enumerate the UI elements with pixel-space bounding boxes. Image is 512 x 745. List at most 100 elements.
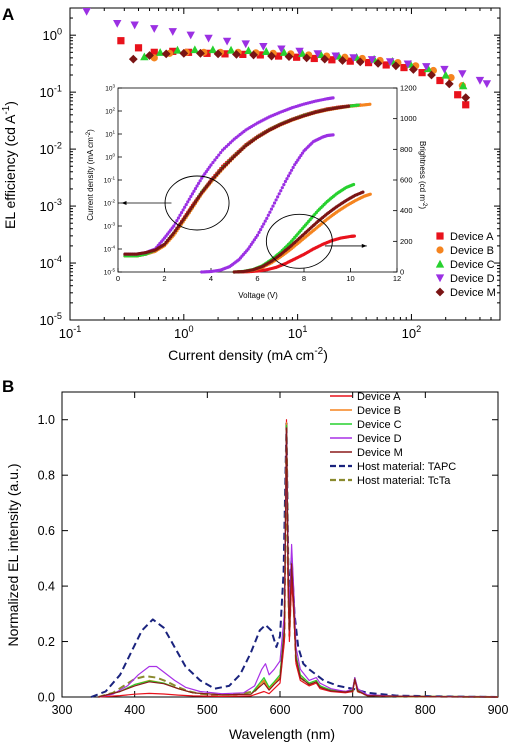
inset-current-density-point-device-d [176, 216, 181, 220]
data-point-device-m [267, 51, 276, 61]
inset-brightness-point-device-d [269, 207, 274, 211]
inset-current-density-point-device-d [178, 213, 182, 217]
legend-label-device-b: Device B [357, 405, 401, 417]
data-point-device-m [161, 49, 171, 59]
panel-a-plot-area [69, 7, 501, 321]
data-point-device-m [232, 49, 241, 59]
series-device-c-markers [140, 45, 468, 90]
data-point-device-m [302, 53, 312, 63]
inset-brightness-point-device-d [277, 192, 281, 196]
inset-current-density-point-device-m [217, 170, 221, 175]
data-point-device-c [173, 45, 182, 54]
panel-b-y-tick-label: 0.0 [38, 691, 55, 705]
inset-current-density-point-device-m [195, 198, 199, 202]
data-point-device-d [186, 31, 195, 40]
inset-x-tick-label: 8 [302, 274, 306, 283]
panel-b-plot-area [61, 391, 499, 698]
inset-arrowhead-left [121, 201, 127, 205]
inset-current-density-point-device-d [211, 160, 215, 165]
data-point-device-m [128, 54, 138, 64]
data-point-device-a [462, 101, 470, 109]
data-point-device-d [458, 70, 467, 78]
legend-marker-device-c [435, 259, 445, 268]
panel-b-frame [61, 391, 499, 698]
data-point-device-c [226, 45, 236, 54]
panel-b-x-tick-label: 700 [342, 703, 363, 717]
legend-label-device-m: Device M [357, 447, 403, 459]
data-point-device-d [204, 34, 213, 43]
inset-brightness-point-device-d [257, 230, 261, 234]
data-point-device-m [461, 93, 471, 103]
legend-label-host-material-tapc: Host material: TAPC [357, 461, 456, 473]
inset-current-density-point-device-m [190, 204, 194, 209]
inset-brightness-point-device-d [300, 151, 305, 155]
inset-x-tick-label: 6 [255, 274, 259, 283]
inset-x-tick-label: 12 [393, 274, 401, 283]
panel-b-y-tick-label: 0.4 [38, 580, 55, 594]
panel-b-axes: 300 400 500 600 700 800 900 0.0 0.2 0.4 0.6 0.8 1.0 [38, 392, 508, 717]
inset-brightness-point-device-d [252, 238, 256, 242]
inset-current-density-point-device-d [215, 155, 219, 160]
inset-brightness-point-device-d [262, 222, 266, 226]
inset-current-density-point-device-d [172, 224, 176, 228]
legend-label-device-m: Device M [450, 287, 496, 299]
inset-brightness-point-device-d [288, 171, 292, 175]
inset-y-axis-label: Current density (mA cm-2) [86, 129, 95, 221]
inset-y-tick-label: 10-4 [104, 245, 116, 254]
inset-current-density-point-device-d [183, 205, 187, 209]
series-device-a-markers [117, 37, 470, 109]
inset-current-density-point-device-m [187, 209, 191, 213]
inset-brightness-point-device-c [352, 182, 356, 187]
inset-y2-tick-label: 1200 [400, 84, 417, 93]
inset-frame [117, 87, 398, 273]
inset-y-tick-label: 10-2 [104, 199, 116, 208]
data-point-device-d [385, 58, 395, 67]
legend-label-device-b: Device B [450, 245, 494, 257]
inset-brightness-point-device-d [263, 219, 267, 223]
inset-current-density-point-device-m [215, 172, 219, 177]
data-point-device-a [310, 54, 318, 63]
data-point-device-d [130, 21, 139, 30]
inset-current-density-point-device-m [213, 175, 217, 179]
data-point-device-c [298, 49, 307, 57]
inset-brightness-point-device-d [251, 240, 255, 244]
data-point-device-a [400, 63, 408, 72]
inset-brightness-point-device-d [283, 179, 287, 184]
legend-label-device-c: Device C [357, 419, 402, 431]
panel-b-spectra [90, 419, 499, 698]
inset-current-density-point-device-m [193, 200, 198, 204]
inset-y-tick-label: 102 [105, 107, 115, 116]
data-point-device-d [422, 63, 431, 71]
series-line-device-m [98, 427, 499, 698]
legend-label-device-c: Device C [450, 259, 495, 271]
data-point-device-d [259, 43, 268, 51]
inset-current-density-device-m [123, 104, 351, 256]
inset-brightness-point-device-d [255, 233, 260, 237]
inset-current-density-point-device-m [346, 104, 351, 108]
inset-y-tick-label: 100 [105, 153, 115, 162]
inset-brightness-point-device-d [293, 163, 297, 167]
inset-y2-tick-label: 800 [400, 145, 413, 154]
inset-brightness-point-device-d [299, 153, 303, 158]
inset-brightness-point-device-d [260, 225, 264, 229]
data-point-device-a [221, 50, 229, 58]
legend-label-device-a: Device A [450, 231, 494, 243]
panel-b-y-tick-label: 0.2 [38, 635, 55, 649]
inset-current-density-point-device-m [189, 207, 193, 211]
inset-brightness-point-device-d [290, 168, 294, 172]
panel-a-x-tick-label: 102 [402, 324, 422, 341]
inset-brightness-point-device-d [280, 186, 284, 190]
inset-brightness-point-device-d [268, 210, 272, 214]
inset-current-density-point-device-d [190, 192, 194, 196]
data-point-device-d [475, 76, 485, 85]
data-point-device-m [145, 51, 154, 60]
data-point-device-a [150, 48, 158, 56]
panel-a-y-tick-label: 10-2 [39, 140, 62, 157]
data-point-device-d [440, 65, 449, 74]
data-point-device-a [436, 76, 444, 85]
panel-a-x-tick-label: 101 [288, 324, 308, 341]
inset-brightness-point-device-d [254, 235, 258, 240]
inset-y2-tick-label: 0 [400, 268, 404, 277]
